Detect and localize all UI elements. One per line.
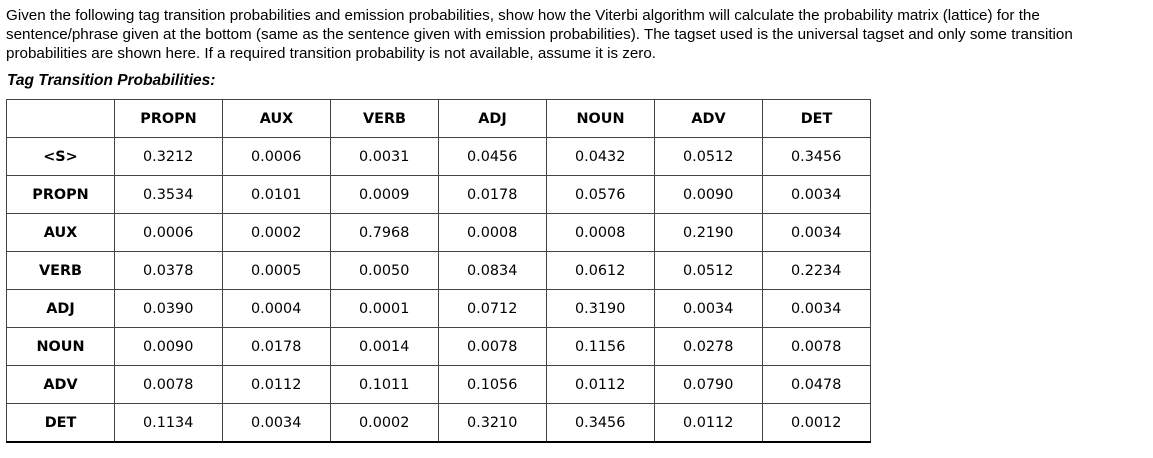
probability-cell: 0.1011	[330, 365, 439, 404]
probability-cell: 0.0012	[762, 403, 871, 443]
probability-cell: 0.3190	[546, 289, 655, 328]
probability-cell: 0.1134	[114, 403, 223, 443]
column-header: NOUN	[546, 99, 655, 138]
column-header: ADJ	[438, 99, 547, 138]
probability-cell: 0.0005	[222, 251, 331, 290]
probability-cell: 0.0034	[762, 289, 871, 328]
probability-cell: 0.0612	[546, 251, 655, 290]
probability-cell: 0.0050	[330, 251, 439, 290]
probability-cell: 0.0456	[438, 137, 547, 176]
transition-probability-table: PROPN AUX VERB ADJ NOUN ADV DET <S> 0.321…	[6, 99, 871, 443]
probability-cell: 0.0112	[222, 365, 331, 404]
table-row: AUX 0.0006 0.0002 0.7968 0.0008 0.0008 0.2190 0…	[6, 213, 871, 252]
table-row: <S> 0.3212 0.0006 0.0031 0.0456 0.0432 0.0512 0…	[6, 137, 871, 176]
probability-cell: 0.0090	[654, 175, 763, 214]
probability-cell: 0.0576	[546, 175, 655, 214]
probability-cell: 0.0112	[546, 365, 655, 404]
row-header: ADV	[6, 365, 115, 404]
probability-cell: 0.0178	[438, 175, 547, 214]
probability-cell: 0.0078	[438, 327, 547, 366]
column-header: AUX	[222, 99, 331, 138]
probability-cell: 0.3456	[762, 137, 871, 176]
table-row: NOUN 0.0090 0.0178 0.0014 0.0078 0.1156 0.0278…	[6, 327, 871, 366]
probability-cell: 0.0034	[762, 175, 871, 214]
row-header: PROPN	[6, 175, 115, 214]
probability-cell: 0.0004	[222, 289, 331, 328]
row-header: <S>	[6, 137, 115, 176]
probability-cell: 0.0034	[222, 403, 331, 443]
table-row: ADV 0.0078 0.0112 0.1011 0.1056 0.0112 0.0790 0…	[6, 365, 871, 404]
probability-cell: 0.0512	[654, 137, 763, 176]
probability-cell: 0.3534	[114, 175, 223, 214]
probability-cell: 0.0101	[222, 175, 331, 214]
probability-cell: 0.0006	[114, 213, 223, 252]
probability-cell: 0.0378	[114, 251, 223, 290]
probability-cell: 0.0034	[762, 213, 871, 252]
table-header-row: PROPN AUX VERB ADJ NOUN ADV DET	[6, 99, 871, 138]
probability-cell: 0.0390	[114, 289, 223, 328]
probability-cell: 0.0512	[654, 251, 763, 290]
probability-cell: 0.0112	[654, 403, 763, 443]
probability-cell: 0.2234	[762, 251, 871, 290]
row-header: NOUN	[6, 327, 115, 366]
table-row: PROPN 0.3534 0.0101 0.0009 0.0178 0.0576 0.009…	[6, 175, 871, 214]
probability-cell: 0.7968	[330, 213, 439, 252]
column-header: ADV	[654, 99, 763, 138]
column-header: VERB	[330, 99, 439, 138]
probability-cell: 0.0432	[546, 137, 655, 176]
probability-cell: 0.0712	[438, 289, 547, 328]
column-header: PROPN	[114, 99, 223, 138]
probability-cell: 0.0031	[330, 137, 439, 176]
column-header: DET	[762, 99, 871, 138]
row-header: VERB	[6, 251, 115, 290]
probability-cell: 0.0002	[330, 403, 439, 443]
probability-cell: 0.0008	[546, 213, 655, 252]
table-row: VERB 0.0378 0.0005 0.0050 0.0834 0.0612 0.0512…	[6, 251, 871, 290]
probability-cell: 0.0090	[114, 327, 223, 366]
probability-cell: 0.0278	[654, 327, 763, 366]
section-heading: Tag Transition Probabilities:	[7, 72, 216, 89]
probability-cell: 0.1156	[546, 327, 655, 366]
probability-cell: 0.0078	[114, 365, 223, 404]
probability-cell: 0.0478	[762, 365, 871, 404]
probability-cell: 0.0790	[654, 365, 763, 404]
probability-cell: 0.0002	[222, 213, 331, 252]
table-row: ADJ 0.0390 0.0004 0.0001 0.0712 0.3190 0.0034 0…	[6, 289, 871, 328]
probability-cell: 0.0006	[222, 137, 331, 176]
probability-cell: 0.2190	[654, 213, 763, 252]
probability-cell: 0.0078	[762, 327, 871, 366]
probability-cell: 0.0014	[330, 327, 439, 366]
probability-cell: 0.3456	[546, 403, 655, 443]
probability-cell: 0.1056	[438, 365, 547, 404]
probability-cell: 0.0834	[438, 251, 547, 290]
probability-cell: 0.3212	[114, 137, 223, 176]
probability-cell: 0.0008	[438, 213, 547, 252]
probability-cell: 0.0034	[654, 289, 763, 328]
corner-cell	[6, 99, 115, 138]
probability-cell: 0.0178	[222, 327, 331, 366]
intro-paragraph: Given the following tag transition proba…	[6, 7, 1073, 62]
probability-cell: 0.0009	[330, 175, 439, 214]
probability-cell: 0.0001	[330, 289, 439, 328]
table-row: DET 0.1134 0.0034 0.0002 0.3210 0.3456 0.0112 0…	[6, 403, 871, 443]
row-header: ADJ	[6, 289, 115, 328]
row-header: AUX	[6, 213, 115, 252]
probability-cell: 0.3210	[438, 403, 547, 443]
row-header: DET	[6, 403, 115, 443]
